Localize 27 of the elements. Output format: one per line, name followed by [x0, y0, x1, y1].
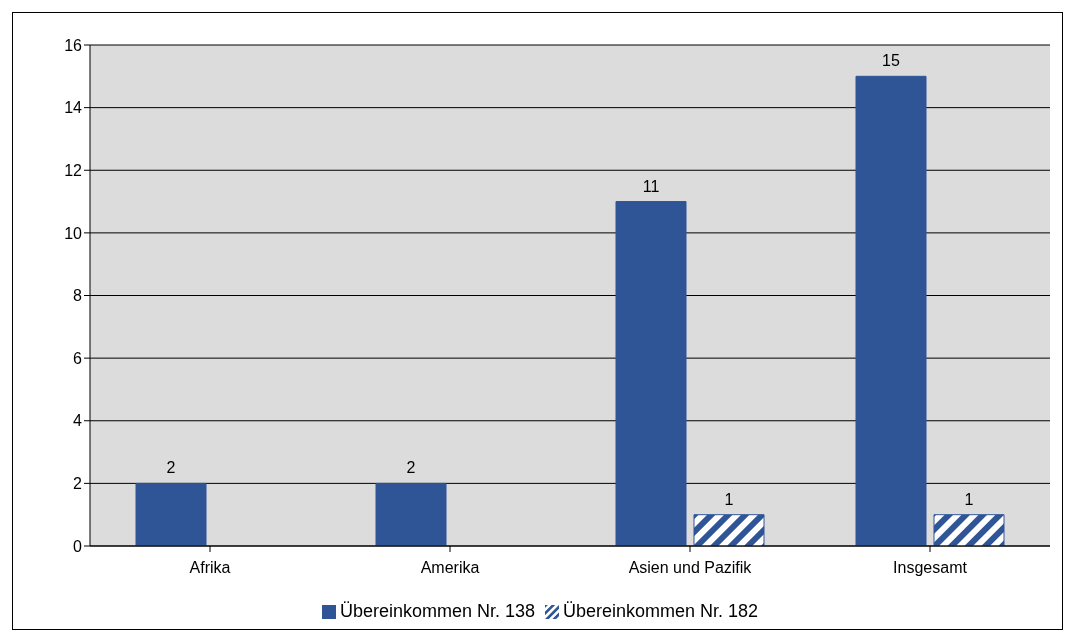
y-tick-label: 16 — [64, 36, 83, 54]
bar — [693, 514, 765, 546]
y-tick-label: 12 — [64, 161, 83, 179]
x-tick-label: Asien und Pazifik — [628, 559, 753, 577]
legend-label: Übereinkommen Nr. 138 — [339, 601, 535, 621]
data-label: 2 — [166, 459, 176, 477]
y-tick-label: 2 — [73, 475, 83, 493]
y-tick-label: 0 — [73, 537, 83, 555]
bar — [375, 482, 447, 546]
x-tick-label: Insgesamt — [893, 559, 968, 577]
y-tick-label: 6 — [73, 349, 83, 367]
x-tick-label: Amerika — [420, 559, 480, 577]
y-tick-label: 8 — [73, 287, 83, 305]
data-label: 1 — [964, 490, 974, 508]
data-label: 15 — [882, 52, 900, 70]
data-label: 11 — [642, 177, 660, 195]
legend-label: Übereinkommen Nr. 182 — [563, 601, 759, 621]
data-label: 2 — [406, 459, 416, 477]
bar — [135, 482, 207, 546]
data-label: 1 — [724, 490, 734, 508]
bar — [615, 201, 687, 546]
bar — [855, 75, 927, 546]
y-tick-label: 14 — [64, 99, 83, 117]
x-tick-label: Afrika — [189, 559, 231, 577]
bar — [933, 514, 1005, 546]
y-tick-label: 10 — [64, 224, 83, 242]
y-tick-label: 4 — [73, 412, 83, 430]
